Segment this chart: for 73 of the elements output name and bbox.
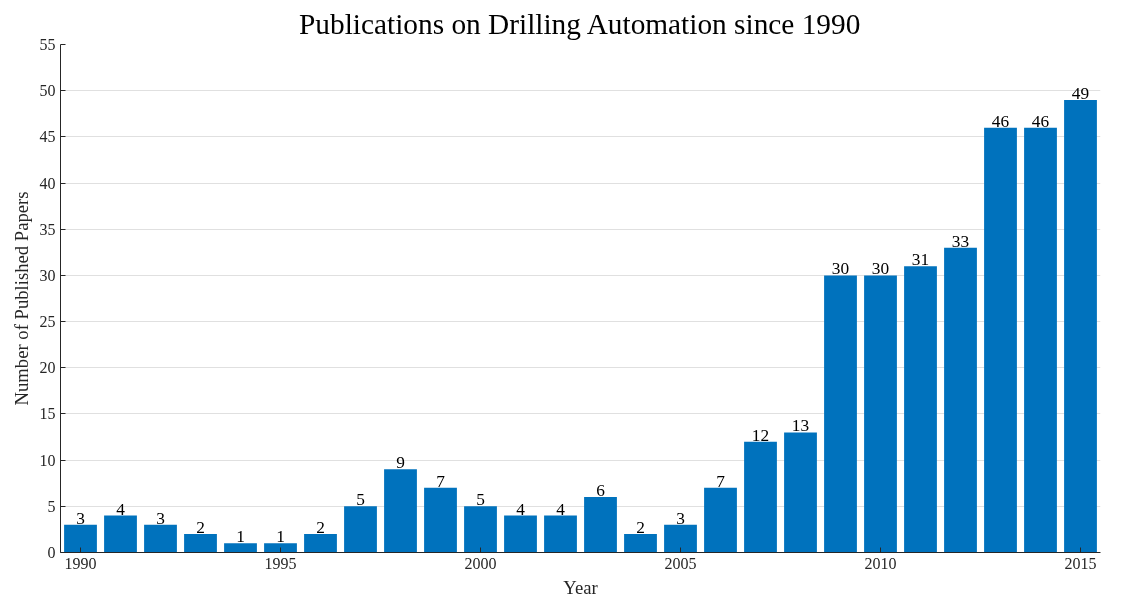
data-label: 2: [316, 518, 325, 538]
data-label: 46: [991, 111, 1010, 131]
data-label: 30: [831, 259, 850, 279]
bar: [464, 506, 497, 553]
data-label: 5: [476, 490, 485, 510]
y-tick-label: 0: [47, 544, 56, 561]
bar: [224, 543, 257, 553]
data-label: 3: [156, 508, 165, 528]
y-tick-label: 5: [47, 497, 56, 515]
data-label: 12: [751, 425, 770, 445]
bar: [264, 543, 297, 553]
data-label: 2: [636, 518, 645, 538]
data-label: 1: [236, 527, 245, 547]
data-label: 13: [791, 416, 810, 436]
x-tick-label: 2010: [864, 554, 897, 572]
bar: [184, 534, 217, 553]
y-tick-label: 10: [39, 451, 56, 469]
bar: [624, 534, 657, 553]
data-label: 7: [716, 471, 726, 491]
bar: [864, 275, 897, 553]
bar: [104, 515, 137, 553]
bar: [704, 487, 737, 553]
bar: [944, 247, 977, 553]
bar: [144, 524, 177, 553]
data-label: 6: [596, 481, 606, 501]
bar: [544, 515, 577, 553]
data-label: 4: [116, 499, 126, 519]
data-label: 30: [871, 259, 890, 279]
bar: [64, 524, 97, 553]
data-label: 4: [556, 499, 566, 519]
bar: [584, 497, 617, 553]
data-label: 31: [911, 250, 930, 270]
bar: [784, 432, 817, 553]
data-label: 2: [196, 518, 205, 538]
y-tick-label: 20: [39, 359, 56, 377]
y-axis-title: Number of Published Papers: [10, 191, 32, 406]
bar: [824, 275, 857, 553]
y-tick-label: 35: [39, 220, 56, 238]
data-label: 3: [76, 508, 85, 528]
bar: [384, 469, 417, 553]
data-label: 9: [396, 453, 405, 473]
bar: [304, 534, 337, 553]
data-label: 4: [516, 499, 526, 519]
bar: [504, 515, 537, 553]
y-tick-label: 55: [39, 36, 56, 53]
data-label: 3: [676, 508, 685, 528]
x-tick-label: 2015: [1064, 554, 1097, 572]
x-tick-label: 2005: [664, 554, 697, 572]
bar: [424, 487, 457, 553]
chart-title: Publications on Drilling Automation since 1990: [299, 7, 861, 40]
x-axis-title: Year: [563, 576, 599, 598]
data-label: 49: [1071, 83, 1090, 103]
bar: [344, 506, 377, 553]
data-label: 46: [1031, 111, 1050, 131]
data-label: 33: [951, 231, 970, 251]
x-tick-label: 1990: [64, 554, 97, 572]
y-tick-label: 40: [39, 174, 56, 192]
bar: [1064, 99, 1097, 553]
y-tick-label: 50: [39, 82, 56, 100]
x-tick-label: 1995: [264, 554, 297, 572]
bar: [1024, 127, 1057, 553]
bar: [744, 441, 777, 553]
x-tick-label: 2000: [464, 554, 497, 572]
data-label: 7: [436, 471, 446, 491]
y-tick-label: 45: [39, 128, 56, 146]
y-tick-label: 25: [39, 313, 56, 331]
bar: [904, 266, 937, 553]
data-label: 5: [356, 490, 365, 510]
data-label: 1: [276, 527, 285, 547]
bar: [984, 127, 1017, 553]
y-tick-label: 30: [39, 266, 56, 284]
bar: [664, 524, 697, 553]
y-tick-label: 15: [39, 405, 56, 423]
